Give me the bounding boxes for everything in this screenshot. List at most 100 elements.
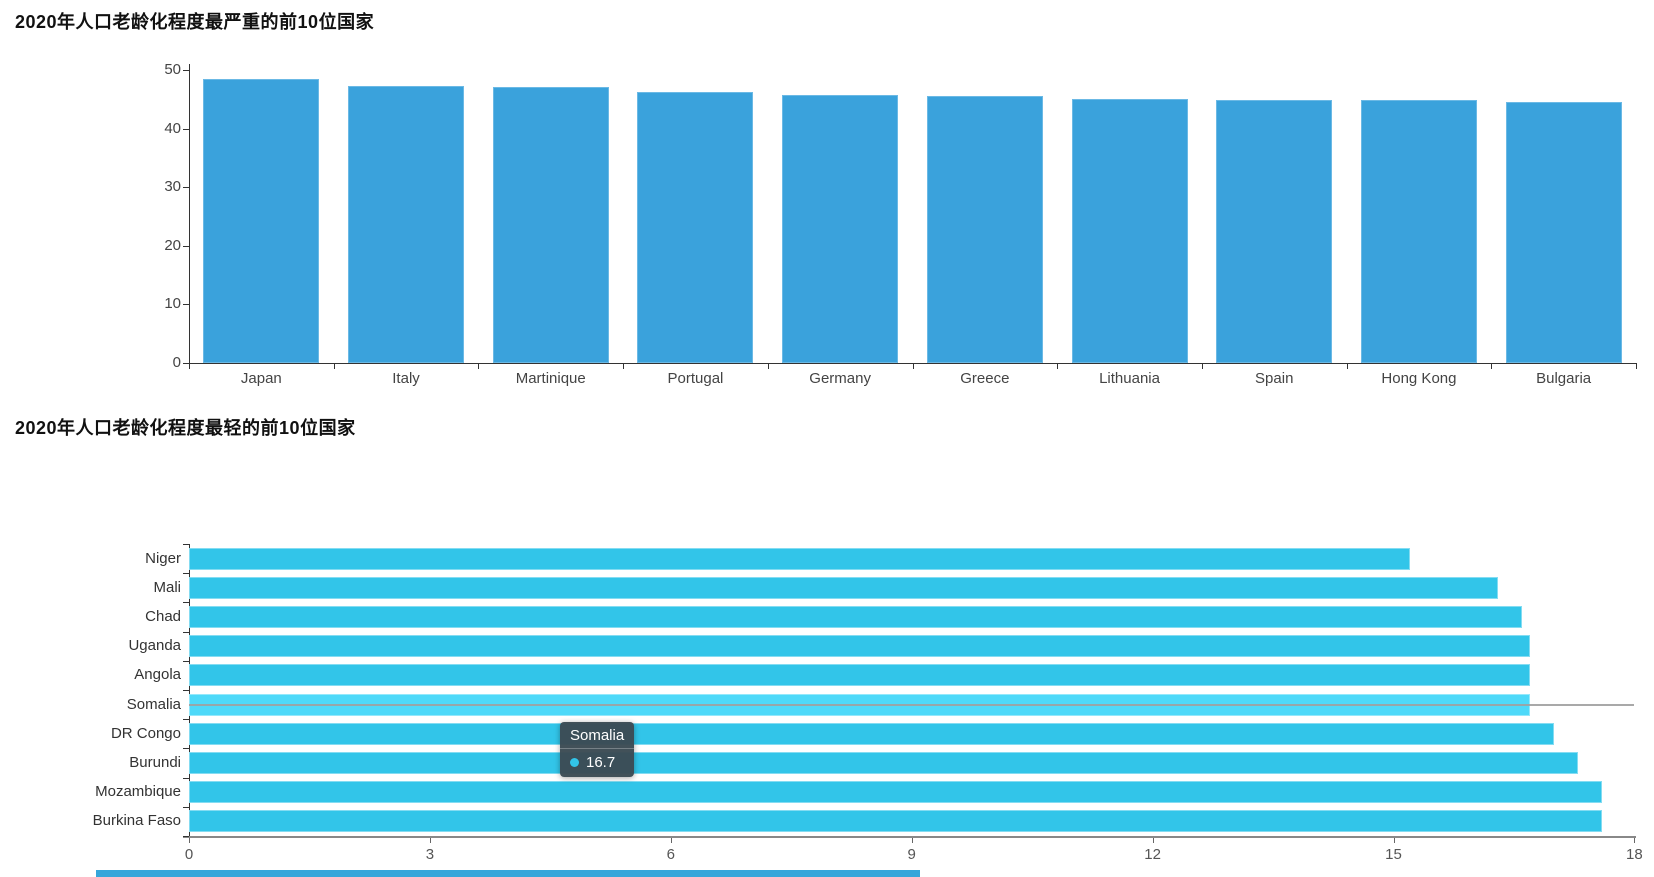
y-tick-mark (183, 660, 189, 662)
x-tick-label: 12 (1144, 846, 1161, 863)
y-tick-mark (183, 690, 189, 691)
row-label-somalia: Somalia (126, 695, 181, 713)
bar-mali[interactable] (189, 576, 1498, 599)
x-tick-label: 9 (907, 846, 916, 863)
y-tick-mark (183, 363, 189, 364)
bar-italy[interactable] (348, 85, 465, 363)
x-category-label: Japan (240, 370, 282, 387)
chart2-title: 2020年人口老龄化程度最轻的前10位国家 (15, 418, 356, 438)
x-tick-mark (1152, 838, 1154, 843)
x-category-label: Bulgaria (1536, 370, 1592, 387)
y-tick-mark (183, 631, 189, 633)
series-dot-icon (570, 758, 579, 767)
x-tick-mark (1346, 363, 1348, 369)
tooltip-title: Somalia (560, 722, 635, 749)
bar-burkina-faso[interactable] (189, 810, 1603, 833)
y-tick-mark (183, 187, 189, 189)
x-category-label: Martinique (515, 370, 586, 387)
y-tick-mark (183, 128, 189, 130)
x-tick-label: 3 (425, 846, 435, 863)
x-category-label: Greece (960, 370, 1010, 387)
x-axis-line (183, 836, 1636, 838)
x-category-label: Germany (809, 370, 871, 387)
bar-japan[interactable] (203, 79, 320, 363)
x-category-label: Portugal (667, 370, 724, 387)
bar-dr-congo[interactable] (189, 722, 1555, 745)
x-tick-mark (670, 838, 672, 843)
hover-crosshair-line (189, 703, 1634, 706)
y-tick-mark (183, 573, 189, 575)
chart1-title: 2020年人口老龄化程度最严重的前10位国家 (15, 12, 375, 32)
next-chart-bar-partial (96, 870, 920, 877)
x-category-label: Hong Kong (1381, 370, 1457, 387)
y-tick-label: 40 (164, 119, 181, 137)
x-tick-mark (333, 363, 335, 369)
bar-mozambique[interactable] (189, 781, 1603, 804)
bar-martinique[interactable] (492, 86, 609, 363)
y-tick-mark (183, 304, 189, 306)
y-tick-label: 30 (164, 178, 181, 196)
x-tick-mark (478, 363, 480, 369)
bar-uganda[interactable] (189, 635, 1530, 658)
x-tick-mark (1634, 838, 1636, 843)
x-tick-label: 0 (184, 846, 194, 863)
x-tick-label: 15 (1385, 846, 1402, 863)
x-tick-mark (1201, 363, 1203, 369)
x-tick-mark (623, 363, 625, 369)
tooltip-value: 16.7 (586, 754, 616, 771)
y-axis-line (189, 64, 190, 363)
x-tick-mark (767, 363, 769, 369)
tooltip-row: 16.7 (560, 749, 634, 777)
row-label-dr-congo: DR Congo (110, 724, 181, 742)
row-label-niger: Niger (145, 549, 181, 567)
x-category-label: Spain (1255, 370, 1294, 387)
row-label-mali: Mali (153, 578, 181, 596)
bar-portugal[interactable] (637, 92, 754, 363)
x-category-label: Lithuania (1099, 370, 1160, 387)
row-label-chad: Chad (145, 608, 181, 625)
y-tick-mark (183, 806, 189, 808)
y-tick-mark (183, 719, 189, 721)
y-tick-mark (183, 245, 189, 247)
x-tick-mark (912, 363, 914, 369)
y-tick-mark (183, 777, 189, 779)
y-tick-mark (183, 544, 189, 545)
bar-hong-kong[interactable] (1360, 100, 1477, 363)
y-tick-mark (183, 836, 189, 837)
bar-bulgaria[interactable] (1505, 101, 1622, 363)
chart-tooltip: Somalia 16.7 (560, 722, 635, 777)
y-tick-label: 20 (164, 236, 181, 254)
x-tick-mark (189, 838, 190, 843)
x-tick-mark (1057, 363, 1059, 369)
x-tick-mark (1636, 363, 1637, 369)
x-tick-label: 18 (1626, 846, 1643, 863)
row-label-uganda: Uganda (128, 637, 181, 655)
x-tick-label: 6 (666, 846, 675, 863)
row-label-burundi: Burundi (129, 754, 181, 771)
x-tick-mark (189, 363, 190, 369)
x-category-label: Italy (392, 370, 420, 387)
x-tick-mark (911, 838, 913, 843)
bar-burundi[interactable] (189, 752, 1579, 774)
y-tick-mark (183, 70, 189, 71)
y-tick-label: 0 (172, 354, 181, 371)
row-label-angola: Angola (134, 666, 181, 684)
row-label-mozambique: Mozambique (95, 783, 181, 801)
y-tick-mark (183, 602, 189, 604)
x-tick-mark (1491, 363, 1493, 369)
y-axis-line (189, 544, 190, 836)
y-tick-label: 50 (164, 61, 181, 78)
bar-lithuania[interactable] (1071, 98, 1188, 363)
bar-spain[interactable] (1216, 99, 1333, 363)
x-tick-mark (429, 838, 431, 843)
y-tick-mark (183, 748, 189, 750)
y-tick-label: 10 (164, 295, 181, 313)
bar-chad[interactable] (189, 606, 1522, 628)
bar-germany[interactable] (782, 95, 899, 363)
bar-greece[interactable] (926, 95, 1043, 363)
bar-angola[interactable] (189, 664, 1530, 687)
bar-niger[interactable] (189, 547, 1410, 570)
